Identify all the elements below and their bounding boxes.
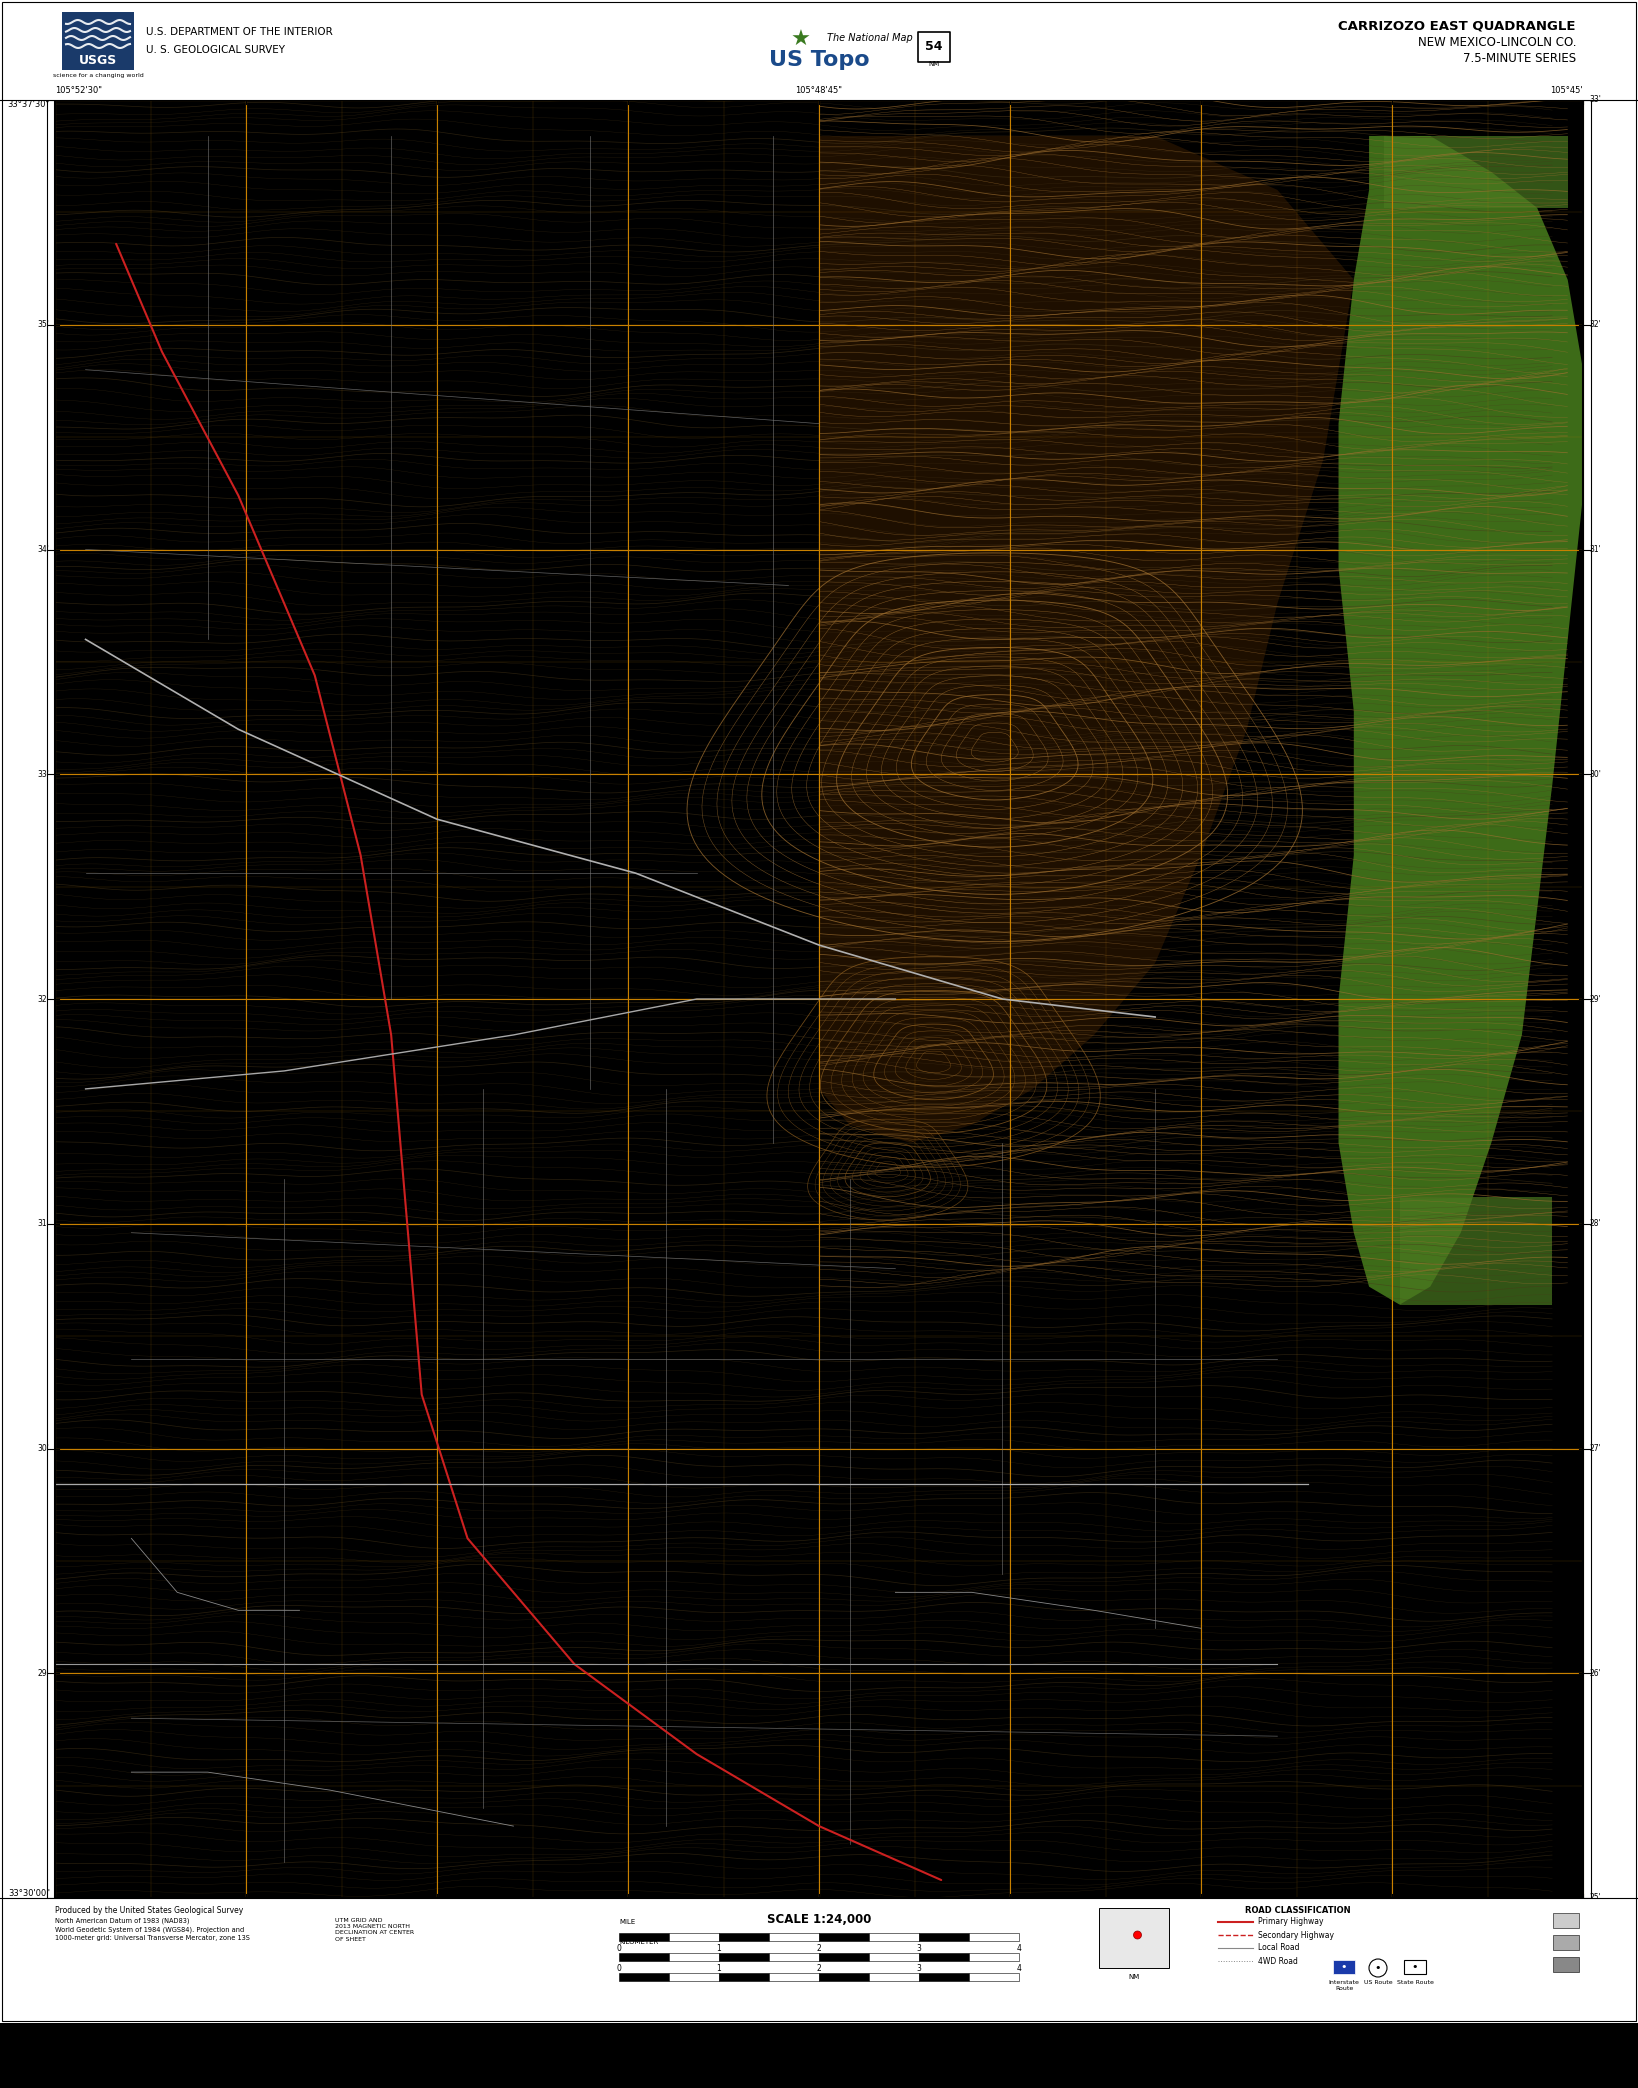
Bar xyxy=(1553,1936,1579,1950)
Text: US Topo: US Topo xyxy=(768,50,870,71)
Text: 4WD Road: 4WD Road xyxy=(1258,1956,1297,1965)
Text: 3: 3 xyxy=(917,1944,922,1952)
Bar xyxy=(1553,1956,1579,1971)
Text: NM: NM xyxy=(929,61,940,67)
Text: 0: 0 xyxy=(616,1965,621,1973)
Bar xyxy=(870,1973,919,1982)
Text: -5: -5 xyxy=(816,1902,822,1913)
Text: 105°45': 105°45' xyxy=(1551,1902,1582,1913)
Text: Local Road: Local Road xyxy=(1258,1944,1299,1952)
Bar xyxy=(970,1952,1019,1961)
Bar xyxy=(919,1933,970,1942)
Text: 1: 1 xyxy=(717,1944,721,1952)
Text: KILOMETER: KILOMETER xyxy=(619,1940,658,1946)
Bar xyxy=(819,1952,870,1961)
Text: 33°37'30": 33°37'30" xyxy=(8,100,51,109)
Bar xyxy=(619,1973,668,1982)
Text: USGS: USGS xyxy=(79,54,118,67)
Text: 33': 33' xyxy=(1589,96,1600,104)
Text: State Route: State Route xyxy=(1397,1979,1433,1986)
Text: -4: -4 xyxy=(624,1902,632,1913)
Text: NEW MEXICO-LINCOLN CO.: NEW MEXICO-LINCOLN CO. xyxy=(1417,35,1576,48)
Text: 32': 32' xyxy=(38,994,49,1004)
Bar xyxy=(56,100,1582,1898)
Text: Primary Highway: Primary Highway xyxy=(1258,1917,1324,1927)
Text: science for a changing world: science for a changing world xyxy=(52,73,144,79)
Bar xyxy=(1553,1913,1579,1927)
Polygon shape xyxy=(819,136,1353,1142)
Bar xyxy=(1399,1196,1553,1305)
Bar xyxy=(719,1973,768,1982)
Bar xyxy=(1404,1961,1427,1973)
Text: 29': 29' xyxy=(1589,994,1600,1004)
Bar xyxy=(870,1933,919,1942)
Text: Produced by the United States Geological Survey: Produced by the United States Geological… xyxy=(56,1906,244,1915)
Text: 33°30'00": 33°30'00" xyxy=(8,1890,51,1898)
Text: U.S. DEPARTMENT OF THE INTERIOR: U.S. DEPARTMENT OF THE INTERIOR xyxy=(146,27,333,38)
Text: 27': 27' xyxy=(1589,1445,1600,1453)
Bar xyxy=(62,13,134,71)
Text: Interstate
Route: Interstate Route xyxy=(1328,1979,1360,1990)
Text: 105°48'45": 105°48'45" xyxy=(796,86,842,94)
Text: 34': 34' xyxy=(38,545,49,553)
Bar xyxy=(1099,1908,1170,1969)
Bar xyxy=(919,1973,970,1982)
Text: NM: NM xyxy=(1129,1973,1140,1979)
Text: 105°52'30": 105°52'30" xyxy=(56,86,102,94)
Text: 7.5-MINUTE SERIES: 7.5-MINUTE SERIES xyxy=(1463,52,1576,65)
Text: 2: 2 xyxy=(817,1965,821,1973)
Text: -6: -6 xyxy=(1006,1902,1014,1913)
Text: 4: 4 xyxy=(1017,1965,1022,1973)
Text: US Route: US Route xyxy=(1364,1979,1392,1986)
Text: The National Map: The National Map xyxy=(827,33,912,44)
Bar xyxy=(917,31,950,63)
Text: -2: -2 xyxy=(242,1902,249,1913)
Text: 0: 0 xyxy=(616,1944,621,1952)
Text: 30': 30' xyxy=(38,1445,49,1453)
Text: -3: -3 xyxy=(432,1902,441,1913)
Text: 3: 3 xyxy=(917,1965,922,1973)
Bar xyxy=(1333,1961,1355,1973)
Text: 2: 2 xyxy=(817,1944,821,1952)
Text: 54: 54 xyxy=(925,40,943,52)
Polygon shape xyxy=(1338,136,1582,1305)
Text: 4: 4 xyxy=(1017,1944,1022,1952)
Text: 30': 30' xyxy=(1589,770,1600,779)
Bar xyxy=(919,1952,970,1961)
Bar xyxy=(768,1933,819,1942)
Text: 28': 28' xyxy=(1589,1219,1600,1228)
Bar xyxy=(0,0,1638,100)
Text: CARRIZOZO EAST QUADRANGLE: CARRIZOZO EAST QUADRANGLE xyxy=(1338,19,1576,33)
Bar xyxy=(619,1952,668,1961)
Bar xyxy=(668,1952,719,1961)
Bar xyxy=(1384,136,1568,209)
Text: Secondary Highway: Secondary Highway xyxy=(1258,1931,1333,1940)
Bar xyxy=(668,1933,719,1942)
Bar xyxy=(48,92,1590,1906)
Text: U. S. GEOLOGICAL SURVEY: U. S. GEOLOGICAL SURVEY xyxy=(146,46,285,54)
Text: 35': 35' xyxy=(38,319,49,330)
Bar xyxy=(719,1952,768,1961)
Text: 33°30'00": 33°30'00" xyxy=(56,1902,97,1913)
Text: •: • xyxy=(1412,1963,1419,1971)
Text: ROAD CLASSIFICATION: ROAD CLASSIFICATION xyxy=(1245,1906,1351,1915)
Text: 26': 26' xyxy=(1589,1668,1600,1679)
Text: -8: -8 xyxy=(1389,1902,1396,1913)
Text: 105°45': 105°45' xyxy=(1551,86,1582,94)
Text: •: • xyxy=(1342,1963,1346,1971)
Bar xyxy=(719,1933,768,1942)
Bar xyxy=(819,1973,870,1982)
Text: 1: 1 xyxy=(717,1965,721,1973)
Bar xyxy=(768,1973,819,1982)
Bar xyxy=(970,1933,1019,1942)
Bar xyxy=(768,1952,819,1961)
Text: 31': 31' xyxy=(38,1219,49,1228)
Text: ★: ★ xyxy=(791,29,811,50)
Text: -7: -7 xyxy=(1197,1902,1206,1913)
Bar xyxy=(619,1933,668,1942)
Bar xyxy=(668,1973,719,1982)
Bar xyxy=(0,1898,1638,2023)
Text: North American Datum of 1983 (NAD83)
World Geodetic System of 1984 (WGS84). Proj: North American Datum of 1983 (NAD83) Wor… xyxy=(56,1919,251,1942)
Text: 25': 25' xyxy=(1589,1894,1600,1902)
Text: SCALE 1:24,000: SCALE 1:24,000 xyxy=(767,1913,871,1925)
